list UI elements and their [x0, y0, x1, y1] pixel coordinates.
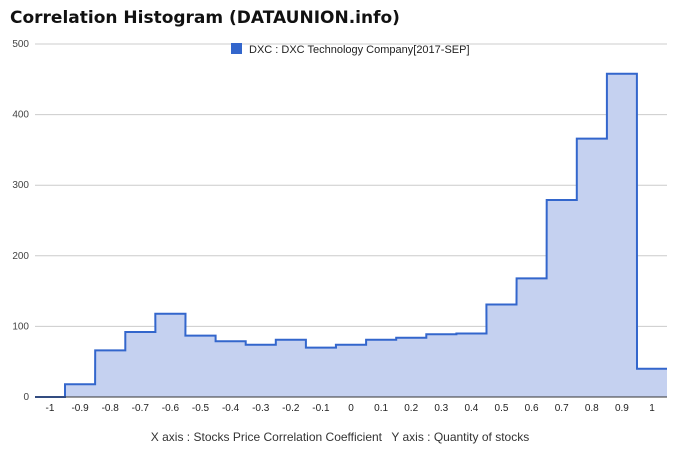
- series-area: [35, 73, 667, 397]
- x-tick-label: -0.7: [132, 403, 150, 414]
- histogram-bin: [577, 139, 607, 397]
- axis-description: X axis : Stocks Price Correlation Coeffi…: [0, 430, 680, 444]
- histogram-bin: [65, 384, 95, 397]
- x-tick-label: 0.1: [374, 403, 388, 414]
- y-tick-label: 500: [12, 39, 29, 50]
- histogram-bin: [607, 74, 637, 397]
- x-tick-label: 0.5: [495, 403, 509, 414]
- histogram-bin: [95, 350, 125, 397]
- x-tick-label: -0.2: [282, 403, 300, 414]
- y-tick-label: 300: [12, 180, 29, 191]
- x-axis-label: X axis : Stocks Price Correlation Coeffi…: [150, 430, 383, 444]
- x-tick-label: -0.1: [312, 403, 330, 414]
- histogram-bin: [336, 345, 366, 397]
- histogram-bin: [155, 314, 185, 397]
- histogram-bin: [396, 338, 426, 397]
- y-tick-label: 200: [12, 251, 29, 262]
- y-tick-label: 100: [12, 321, 29, 332]
- histogram-bin: [216, 341, 246, 397]
- histogram-bin: [276, 340, 306, 397]
- histogram-bin: [306, 348, 336, 397]
- x-tick-label: -0.5: [192, 403, 210, 414]
- x-tick-label: 0.3: [434, 403, 448, 414]
- legend: DXC : DXC Technology Company[2017-SEP]: [231, 43, 470, 56]
- x-tick-label: 0.2: [404, 403, 418, 414]
- histogram-bin: [246, 345, 276, 397]
- x-tick-label: 0.8: [585, 403, 599, 414]
- histogram-bin: [456, 333, 486, 397]
- histogram-bin: [426, 334, 456, 397]
- histogram-bin: [366, 340, 396, 397]
- x-axis-ticks: -1 -0.9 -0.8 -0.7 -0.6 -0.5 -0.4 -0.3 -0.2 -0.1 0 0…: [46, 403, 656, 414]
- x-tick-label: -0.6: [162, 403, 180, 414]
- histogram-bin: [125, 332, 155, 397]
- legend-swatch: [231, 43, 242, 54]
- histogram-bin: [185, 336, 215, 397]
- y-tick-label: 0: [23, 392, 29, 403]
- x-tick-label: -0.9: [71, 403, 89, 414]
- histogram-bin: [486, 305, 516, 397]
- histogram-bin: [547, 200, 577, 397]
- x-tick-label: 0: [348, 403, 354, 414]
- x-tick-label: 0.9: [615, 403, 629, 414]
- x-tick-label: 0.7: [555, 403, 569, 414]
- x-tick-label: -0.3: [252, 403, 270, 414]
- x-tick-label: 1: [649, 403, 655, 414]
- y-axis-ticks: 0 100 200 300 400 500: [12, 39, 29, 403]
- x-tick-label: -0.4: [222, 403, 240, 414]
- y-tick-label: 400: [12, 110, 29, 121]
- legend-label: DXC : DXC Technology Company[2017-SEP]: [249, 44, 470, 56]
- x-tick-label: 0.6: [525, 403, 539, 414]
- histogram-bin: [637, 369, 667, 397]
- chart-title: Correlation Histogram (DATAUNION.info): [10, 8, 400, 28]
- x-tick-label: -1: [46, 403, 55, 414]
- series-line: [35, 72, 667, 398]
- plot-area: [35, 72, 667, 398]
- y-axis-label: Y axis : Quantity of stocks: [391, 430, 530, 444]
- x-tick-label: -0.8: [102, 403, 120, 414]
- histogram-bin: [517, 278, 547, 397]
- x-tick-label: 0.4: [464, 403, 478, 414]
